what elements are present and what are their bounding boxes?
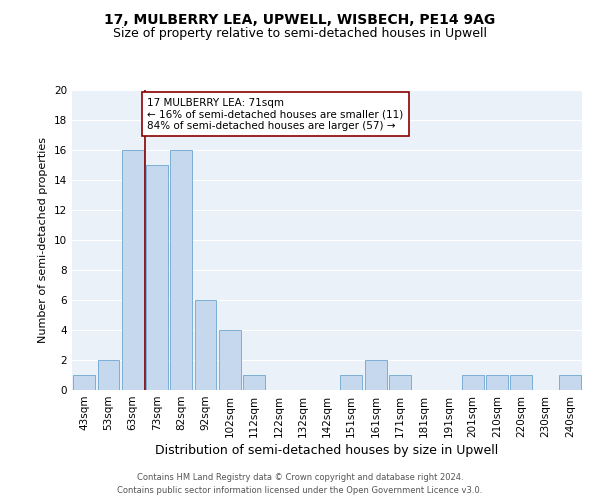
Text: Contains HM Land Registry data © Crown copyright and database right 2024.: Contains HM Land Registry data © Crown c… <box>137 474 463 482</box>
Bar <box>511 375 532 390</box>
Bar <box>122 150 143 390</box>
Text: Size of property relative to semi-detached houses in Upwell: Size of property relative to semi-detach… <box>113 28 487 40</box>
Bar <box>559 375 581 390</box>
Bar <box>97 360 119 390</box>
Bar <box>146 165 168 390</box>
Bar <box>170 150 192 390</box>
Bar <box>389 375 411 390</box>
Bar <box>340 375 362 390</box>
Text: 17 MULBERRY LEA: 71sqm
← 16% of semi-detached houses are smaller (11)
84% of sem: 17 MULBERRY LEA: 71sqm ← 16% of semi-det… <box>147 98 404 130</box>
Bar <box>73 375 95 390</box>
X-axis label: Distribution of semi-detached houses by size in Upwell: Distribution of semi-detached houses by … <box>155 444 499 457</box>
Y-axis label: Number of semi-detached properties: Number of semi-detached properties <box>38 137 49 343</box>
Bar <box>462 375 484 390</box>
Bar <box>194 300 217 390</box>
Bar <box>365 360 386 390</box>
Text: Contains public sector information licensed under the Open Government Licence v3: Contains public sector information licen… <box>118 486 482 495</box>
Bar <box>219 330 241 390</box>
Bar <box>243 375 265 390</box>
Text: 17, MULBERRY LEA, UPWELL, WISBECH, PE14 9AG: 17, MULBERRY LEA, UPWELL, WISBECH, PE14 … <box>104 12 496 26</box>
Bar <box>486 375 508 390</box>
